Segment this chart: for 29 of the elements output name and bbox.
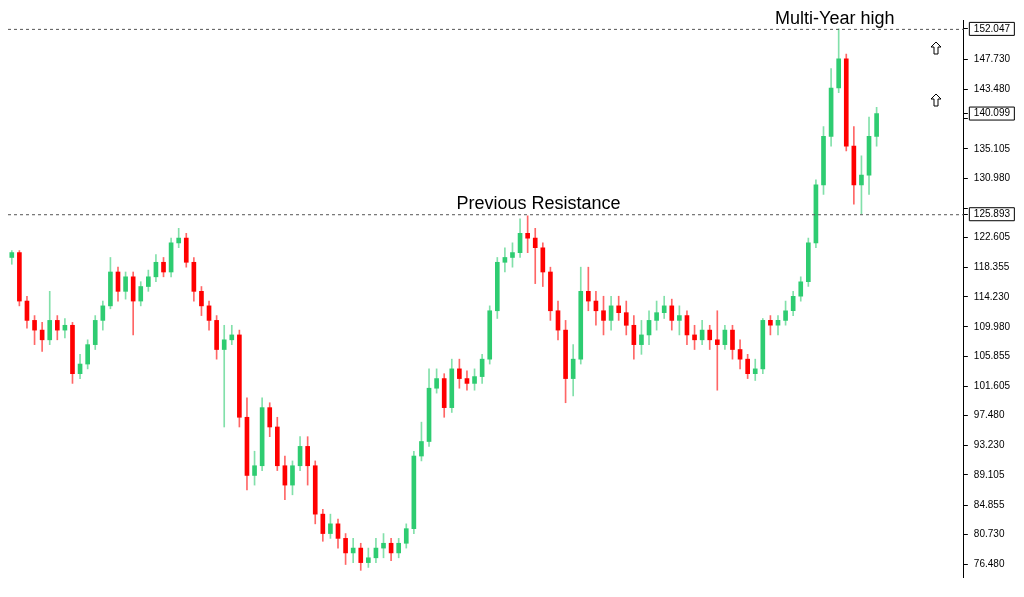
y-tick-label: 122.605 <box>973 231 1011 243</box>
candlestick <box>502 247 508 273</box>
y-tick-label: 143.480 <box>973 83 1011 95</box>
y-tick-label: 84.855 <box>973 498 1005 510</box>
y-tick-label: 130.980 <box>973 171 1011 183</box>
candlestick <box>464 370 470 391</box>
y-tick-label: 109.980 <box>973 320 1011 332</box>
y-tick-label: 80.730 <box>973 528 1005 540</box>
y-tick-label: 76.480 <box>973 558 1005 570</box>
ref-line-label: Previous Resistance <box>456 193 621 214</box>
y-tick-label: 135.105 <box>973 142 1011 154</box>
y-tick-label: 118.355 <box>973 261 1010 273</box>
candlestick <box>752 358 758 381</box>
y-tick-label: 114.230 <box>973 290 1010 302</box>
ref-line-label: Multi-Year high <box>775 7 895 28</box>
y-tick-label: 125.893 <box>973 207 1011 219</box>
candlestick <box>221 324 227 428</box>
y-tick-label: 147.730 <box>973 53 1011 65</box>
candlestick <box>176 228 182 249</box>
y-tick-label: 89.105 <box>973 468 1005 480</box>
candlestick <box>532 228 538 284</box>
y-tick-label: 97.480 <box>973 409 1005 421</box>
y-tick-label: 93.230 <box>973 439 1005 451</box>
y-tick-label: 140.099 <box>973 107 1011 119</box>
y-tick-label: 101.605 <box>973 380 1011 392</box>
candlestick <box>714 310 720 391</box>
candlestick <box>229 324 235 345</box>
y-tick-label: 105.855 <box>973 349 1011 361</box>
y-tick-label: 152.047 <box>973 22 1011 34</box>
